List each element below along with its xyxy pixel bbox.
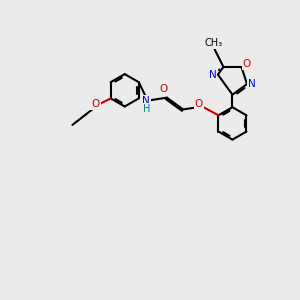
Text: O: O xyxy=(195,99,203,109)
Text: CH₃: CH₃ xyxy=(204,38,222,48)
Text: H: H xyxy=(142,104,150,114)
Text: O: O xyxy=(91,99,100,109)
Text: O: O xyxy=(243,59,251,69)
Text: N: N xyxy=(142,97,150,106)
Text: N: N xyxy=(209,70,217,80)
Text: N: N xyxy=(248,79,256,89)
Text: O: O xyxy=(160,84,168,94)
